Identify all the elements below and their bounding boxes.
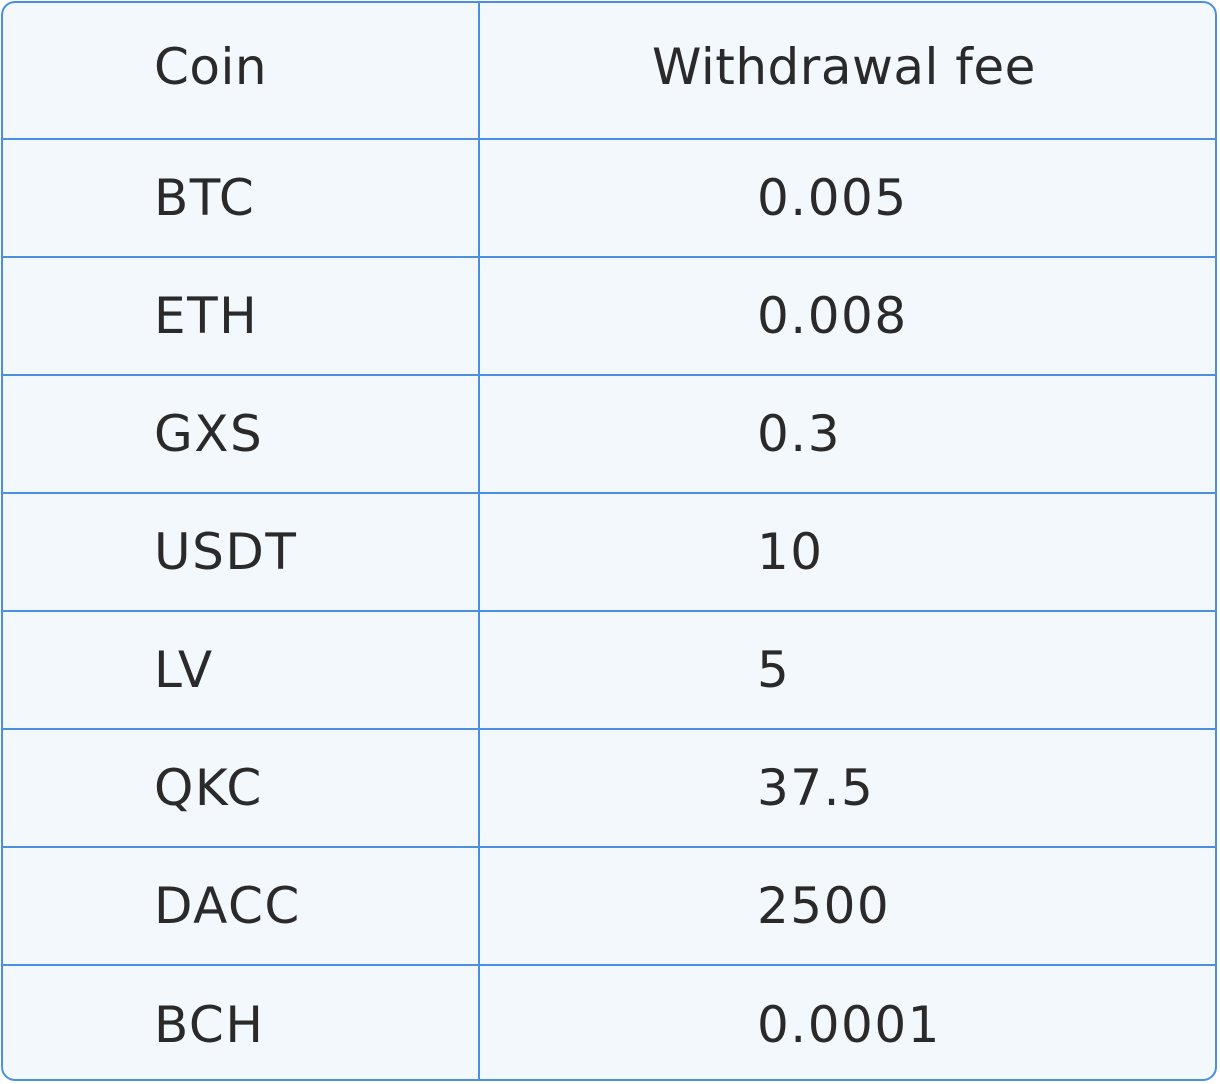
- fee-cell: 0.008: [479, 257, 1215, 376]
- table-row: ETH 0.008: [3, 257, 1215, 376]
- coin-cell: LV: [3, 611, 480, 730]
- table-row: USDT 10: [3, 493, 1215, 612]
- coin-cell: ETH: [3, 257, 480, 376]
- table-row: GXS 0.3: [3, 375, 1215, 494]
- withdrawal-fee-table: Coin Withdrawal fee BTC 0.005 ETH 0.008 …: [3, 3, 1215, 1079]
- withdrawal-fee-column-header: Withdrawal fee: [479, 3, 1215, 140]
- fee-cell: 0.005: [479, 139, 1215, 258]
- fee-cell: 2500: [479, 847, 1215, 966]
- coin-cell: BCH: [3, 965, 480, 1079]
- table-row: LV 5: [3, 611, 1215, 730]
- fee-cell: 0.3: [479, 375, 1215, 494]
- fee-cell: 5: [479, 611, 1215, 730]
- table-row: BCH 0.0001: [3, 965, 1215, 1079]
- fee-cell: 10: [479, 493, 1215, 612]
- coin-cell: DACC: [3, 847, 480, 966]
- coin-cell: BTC: [3, 139, 480, 258]
- coin-cell: QKC: [3, 729, 480, 848]
- fee-cell: 37.5: [479, 729, 1215, 848]
- coin-cell: USDT: [3, 493, 480, 612]
- table-row: QKC 37.5: [3, 729, 1215, 848]
- fee-cell: 0.0001: [757, 995, 941, 1054]
- table-row: BTC 0.005: [3, 139, 1215, 258]
- coin-cell: GXS: [3, 375, 480, 494]
- table-row: DACC 2500: [3, 847, 1215, 966]
- table-header-row: Coin Withdrawal fee: [3, 3, 1215, 140]
- coin-column-header: Coin: [3, 3, 480, 140]
